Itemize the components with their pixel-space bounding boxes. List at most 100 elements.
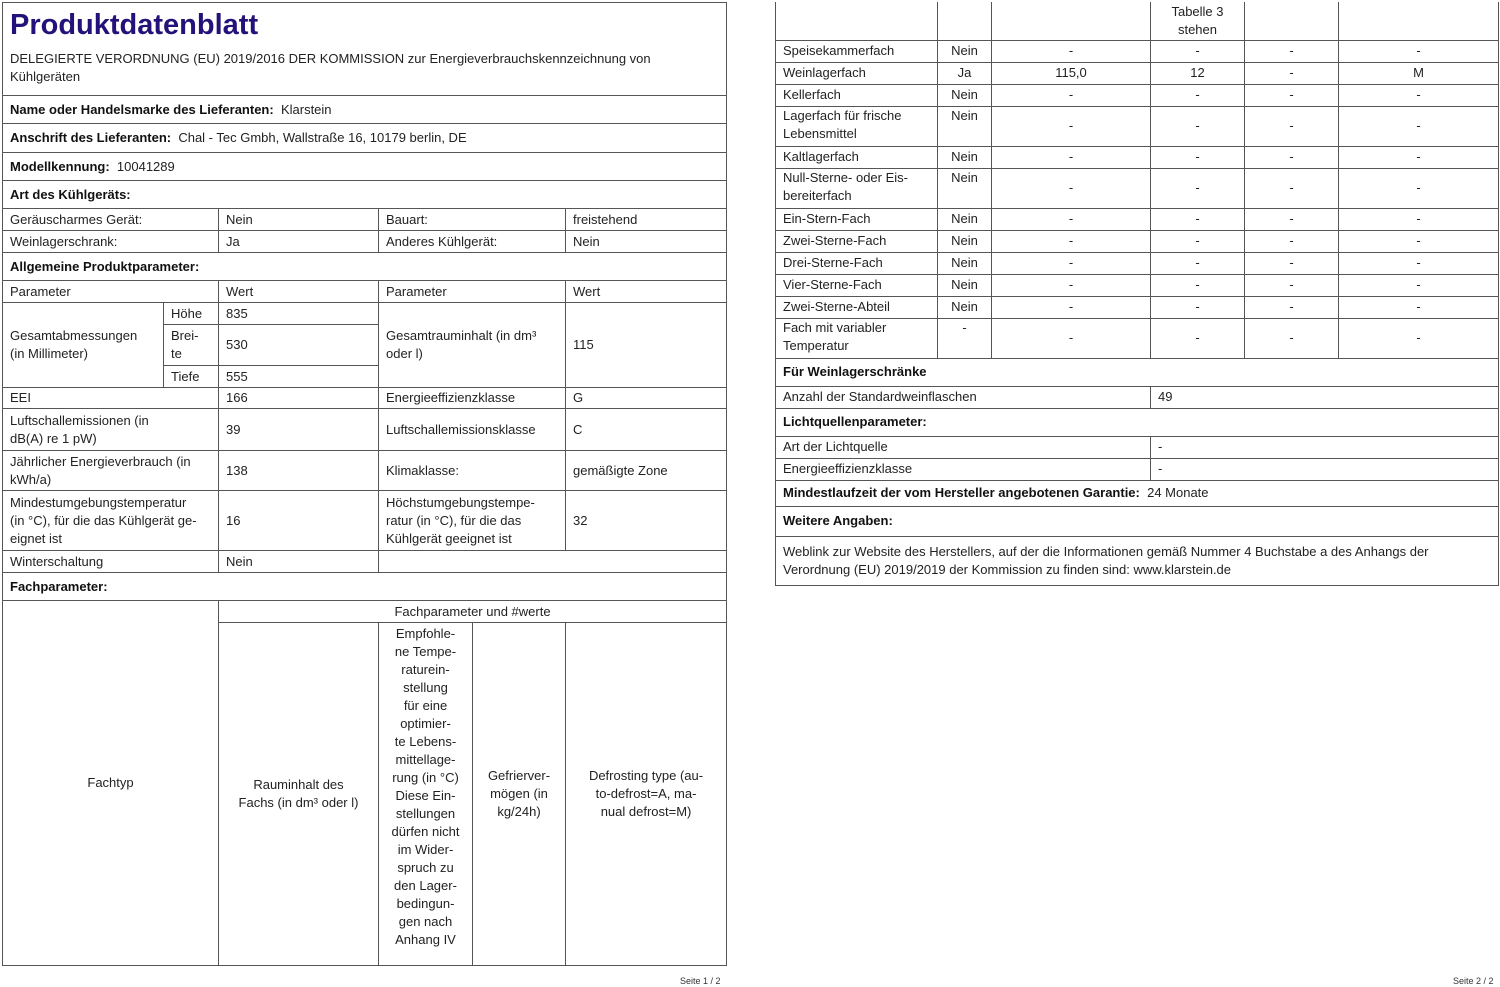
- empty-cell: [991, 2, 1151, 41]
- param-label: Anderes Kühlgerät:: [378, 230, 566, 253]
- section-heading: Weitere Angaben:: [775, 505, 1499, 537]
- compartment-temperature: -: [1150, 229, 1245, 253]
- supplier-name-row: Name oder Handelsmarke des Lieferanten: …: [1, 95, 728, 124]
- param-value: Ja: [218, 230, 379, 253]
- compartment-defrost-type: -: [1338, 105, 1499, 147]
- compartment-volume: -: [991, 145, 1151, 169]
- param-label: Mindestumgebungstemperatur (in °C), für …: [2, 490, 219, 551]
- compartment-row: Kaltlagerfach Nein - - - -: [775, 145, 1499, 169]
- light-type-value: -: [1150, 435, 1499, 459]
- compartment-defrost-type: -: [1338, 145, 1499, 169]
- page-number: Seite 1 / 2: [680, 976, 721, 986]
- compartment-row: Null-Sterne- oder Eis- bereiterfach Nein -…: [775, 167, 1499, 209]
- compartment-present: Ja: [937, 61, 992, 85]
- compartment-defrost-type: -: [1338, 167, 1499, 209]
- regulation-subtitle: DELEGIERTE VERORDNUNG (EU) 2019/2016 DER…: [1, 45, 728, 96]
- table-row: EEI 166 Energieeffizienzklasse G: [2, 387, 728, 409]
- compartment-defrost-type: -: [1338, 251, 1499, 275]
- param-value: 39: [218, 408, 379, 451]
- compartment-type: Drei-Sterne-Fach: [775, 251, 938, 275]
- compartment-freezing-capacity: -: [1244, 251, 1339, 275]
- compartment-volume: -: [991, 105, 1151, 147]
- depth-value: 555: [218, 365, 379, 388]
- table-header: Parameter Wert Parameter Wert: [2, 280, 728, 303]
- compartment-freezing-capacity: -: [1244, 39, 1339, 63]
- column-header: Parameter: [378, 280, 566, 303]
- compartment-type: Kaltlagerfach: [775, 145, 938, 169]
- param-label: Jährlicher Energieverbrauch (in kWh/a): [2, 450, 219, 491]
- warranty-label: Mindestlaufzeit der vom Hersteller angeb…: [783, 485, 1140, 500]
- compartment-temperature: 12: [1150, 61, 1245, 85]
- compartment-defrost-type: -: [1338, 273, 1499, 297]
- column-header: Wert: [564, 280, 728, 303]
- compartment-freezing-capacity: -: [1244, 145, 1339, 169]
- column-header: Rauminhalt des Fachs (in dm³ oder l): [218, 622, 379, 966]
- compartment-temperature: -: [1150, 317, 1245, 359]
- compartment-type: Vier-Sterne-Fach: [775, 273, 938, 297]
- compartment-type: Lagerfach für frische Lebensmittel: [775, 105, 938, 147]
- compartment-freezing-capacity: -: [1244, 105, 1339, 147]
- table-row: Winterschaltung Nein: [2, 550, 728, 573]
- model-id: 10041289: [116, 158, 175, 174]
- section-heading: Für Weinlagerschränke: [775, 357, 1499, 387]
- param-value: G: [564, 387, 728, 409]
- light-type-label: Art der Lichtquelle: [775, 435, 1151, 459]
- compartment-freezing-capacity: -: [1244, 273, 1339, 297]
- param-value: 166: [218, 387, 379, 409]
- datasheet-page-2: Tabelle 3 stehen Speisekammerfach Nein - - -…: [775, 2, 1499, 586]
- supplier-name: Klarstein: [280, 101, 332, 117]
- section-heading: Art des Kühlgeräts:: [1, 180, 728, 209]
- compartment-defrost-type: -: [1338, 295, 1499, 319]
- compartment-type: Speisekammerfach: [775, 39, 938, 63]
- column-header: Defrosting type (au- to-defrost=A, ma- n…: [564, 622, 728, 966]
- compartment-present: -: [937, 317, 992, 359]
- compartment-volume: -: [991, 207, 1151, 231]
- param-label: Klimaklasse:: [378, 450, 566, 491]
- compartment-temperature: -: [1150, 83, 1245, 107]
- compartment-present: Nein: [937, 207, 992, 231]
- model-row: Modellkennung: 10041289: [1, 152, 728, 181]
- compartment-freezing-capacity: -: [1244, 317, 1339, 359]
- compartment-row: Zwei-Sterne-Abteil Nein - - - -: [775, 295, 1499, 319]
- param-label: Energieeffizienzklasse: [378, 387, 566, 409]
- compartment-freezing-capacity: -: [1244, 229, 1339, 253]
- compartment-volume: -: [991, 167, 1151, 209]
- compartment-row: Weinlagerfach Ja 115,0 12- M: [775, 61, 1499, 85]
- compartment-freezing-capacity: -: [1244, 167, 1339, 209]
- param-value: gemäßigte Zone: [564, 450, 728, 491]
- empty-cell: [1244, 2, 1339, 41]
- compartment-type: Zwei-Sterne-Fach: [775, 229, 938, 253]
- compartment-temperature: -: [1150, 251, 1245, 275]
- compartment-defrost-type: -: [1338, 83, 1499, 107]
- section-heading: Fachparameter:: [1, 572, 728, 601]
- warranty-row: Mindestlaufzeit der vom Hersteller angeb…: [775, 479, 1499, 507]
- compartment-type: Kellerfach: [775, 83, 938, 107]
- param-value: 32: [564, 490, 728, 551]
- compartment-present: Nein: [937, 39, 992, 63]
- model-label: Modellkennung:: [10, 158, 110, 174]
- param-value: C: [564, 408, 728, 451]
- weblink-text: Weblink zur Website des Herstellers, auf…: [775, 535, 1499, 586]
- param-value: 138: [218, 450, 379, 491]
- compartment-volume: -: [991, 39, 1151, 63]
- compartment-row: Kellerfach Nein - - - -: [775, 83, 1499, 107]
- compartment-row: Lagerfach für frische Lebensmittel Nein - -…: [775, 105, 1499, 147]
- param-label: Geräuscharmes Gerät:: [2, 208, 219, 231]
- compartment-defrost-type: M: [1338, 61, 1499, 85]
- compartment-volume: -: [991, 251, 1151, 275]
- height-value: 835: [218, 302, 379, 325]
- param-label: Höchstumgebungstempe- ratur (in °C), für…: [378, 490, 566, 551]
- column-header: Empfohle- ne Tempe- raturein- stellung f…: [378, 622, 473, 966]
- compartment-type-header: Fachtyp: [2, 600, 219, 966]
- warranty-value: 24 Monate: [1147, 485, 1209, 500]
- compartment-row: Zwei-Sterne-Fach Nein - - - -: [775, 229, 1499, 253]
- volume-label: Gesamtrauminhalt (in dm³ oder l): [378, 302, 566, 388]
- compartment-present: Nein: [937, 229, 992, 253]
- height-label: Höhe: [163, 302, 219, 325]
- winter-label: Winterschaltung: [2, 550, 219, 573]
- depth-label: Tiefe: [163, 365, 219, 388]
- column-header: Wert: [218, 280, 379, 303]
- column-header: Gefrierver- mögen (in kg/24h): [472, 622, 566, 966]
- compartment-type: Weinlagerfach: [775, 61, 938, 85]
- compartment-temperature: -: [1150, 39, 1245, 63]
